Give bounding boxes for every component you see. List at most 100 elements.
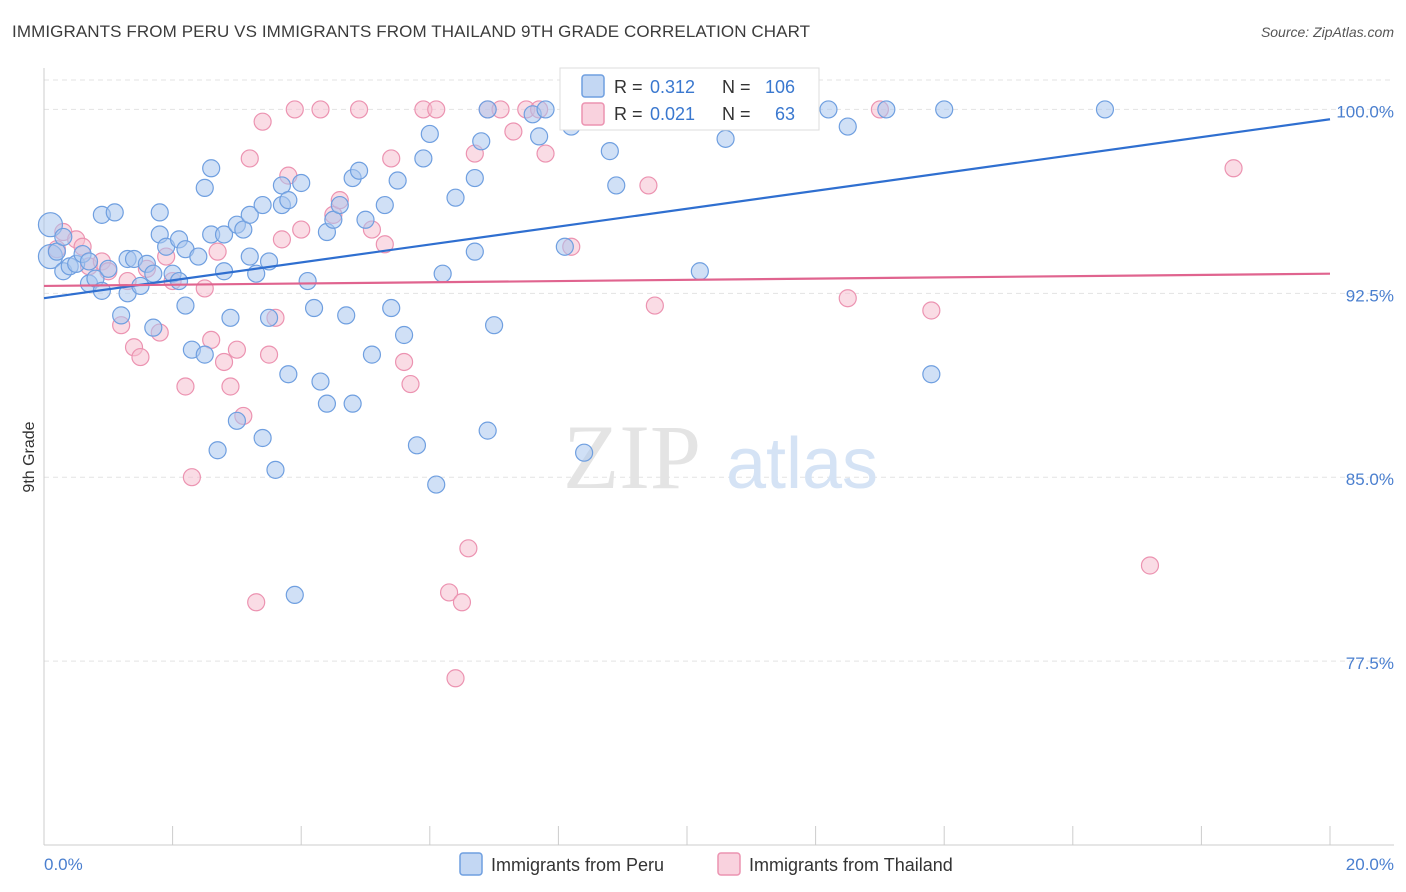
legend-r-label-peru: R =: [614, 77, 643, 97]
peru-point: [317, 394, 337, 413]
thailand-point: [375, 235, 394, 254]
peru-point: [555, 237, 574, 256]
peru-point: [105, 203, 124, 222]
chart-title: IMMIGRANTS FROM PERU VS IMMIGRANTS FROM …: [12, 22, 811, 41]
peru-point: [690, 262, 709, 281]
peru-point: [195, 178, 214, 197]
peru-point: [150, 203, 169, 222]
y-axis-title: 9th Grade: [21, 421, 38, 492]
peru-point: [279, 365, 298, 384]
thailand-trend-line: [43, 272, 1331, 288]
peru-point: [112, 306, 131, 325]
thailand-point: [292, 220, 311, 239]
peru-point: [922, 365, 941, 384]
y-tick-label: 77.5%: [1346, 654, 1394, 673]
series-legend-swatch-peru: [459, 852, 483, 876]
thailand-point: [504, 122, 523, 141]
y-tick-labels: 77.5% 85.0% 92.5% 100.0%: [1336, 102, 1394, 673]
thailand-point: [311, 100, 330, 119]
peru-point: [433, 264, 452, 283]
thailand-point: [639, 176, 658, 195]
thailand-point: [221, 377, 240, 396]
legend-swatch-thailand: [581, 102, 605, 126]
peru-point: [189, 247, 208, 266]
thailand-point: [253, 112, 272, 131]
thailand-point: [227, 340, 246, 359]
peru-point: [478, 421, 497, 440]
thailand-point: [452, 593, 472, 612]
thailand-point: [838, 289, 857, 308]
peru-point: [394, 325, 414, 345]
thailand-point: [459, 539, 478, 558]
thailand-point: [446, 669, 465, 688]
peru-point: [330, 195, 349, 215]
peru-point: [478, 100, 497, 119]
peru-point: [414, 149, 433, 168]
peru-point: [208, 441, 227, 460]
y-tick-label: 85.0%: [1346, 470, 1394, 489]
legend-n-label-thailand: N =: [722, 104, 751, 124]
thailand-point: [645, 296, 664, 315]
peru-point: [240, 205, 259, 224]
peru-point: [266, 460, 285, 479]
peru-point: [427, 475, 446, 494]
peru-point: [253, 428, 272, 448]
thailand-point: [1224, 159, 1243, 178]
peru-point: [838, 117, 857, 136]
peru-point: [214, 225, 234, 244]
thailand-point: [214, 352, 234, 372]
peru-point: [472, 132, 491, 151]
series-legend-label-thailand: Immigrants from Thailand: [749, 855, 953, 875]
thailand-point: [382, 149, 401, 168]
peru-point: [202, 159, 221, 178]
peru-point: [37, 212, 64, 238]
thailand-point: [208, 242, 227, 261]
thailand-point: [272, 230, 292, 249]
legend-r-label-thailand: R =: [614, 104, 643, 124]
peru-point: [285, 585, 304, 605]
peru-point: [311, 372, 330, 391]
peru-point: [465, 242, 484, 261]
peru-point: [253, 195, 272, 215]
peru-point: [279, 191, 298, 210]
peru-point: [607, 176, 626, 195]
grid-lines: [44, 79, 1394, 662]
x-tick-label-max: 20.0%: [1346, 855, 1394, 874]
y-tick-label: 100.0%: [1336, 102, 1394, 121]
thailand-point: [427, 100, 446, 119]
peru-point: [343, 394, 362, 413]
peru-point: [227, 411, 246, 430]
thailand-point: [922, 301, 941, 320]
thailand-point: [1140, 556, 1160, 575]
peru-point: [819, 100, 838, 119]
peru-point: [935, 100, 954, 119]
peru-point: [195, 345, 214, 364]
x-tick-label-min: 0.0%: [44, 855, 83, 874]
peru-point: [575, 443, 594, 462]
peru-point: [485, 316, 504, 335]
peru-point: [298, 271, 317, 291]
peru-point: [465, 168, 484, 188]
peru-point: [79, 252, 99, 271]
peru-point: [144, 264, 163, 283]
series-legend-swatch-thailand: [717, 852, 741, 876]
peru-point: [337, 306, 356, 325]
legend-swatch-peru: [581, 74, 605, 98]
thailand-point: [394, 352, 414, 372]
trend-lines: [43, 118, 1331, 300]
axes: [43, 68, 1394, 846]
peru-point: [99, 259, 118, 278]
peru-point: [716, 129, 735, 148]
series-legend: Immigrants from Peru Immigrants from Tha…: [459, 852, 953, 876]
peru-point: [54, 227, 73, 247]
stats-legend: R = 0.312 N = 106 R = 0.021 N = 63: [559, 67, 820, 131]
thailand-point: [259, 345, 279, 364]
thailand-point: [439, 583, 459, 602]
thailand-point: [240, 149, 259, 168]
thailand-point: [349, 100, 369, 119]
peru-point: [375, 195, 394, 215]
thailand-point: [195, 279, 214, 298]
peru-point: [362, 345, 382, 364]
peru-point: [536, 100, 555, 119]
